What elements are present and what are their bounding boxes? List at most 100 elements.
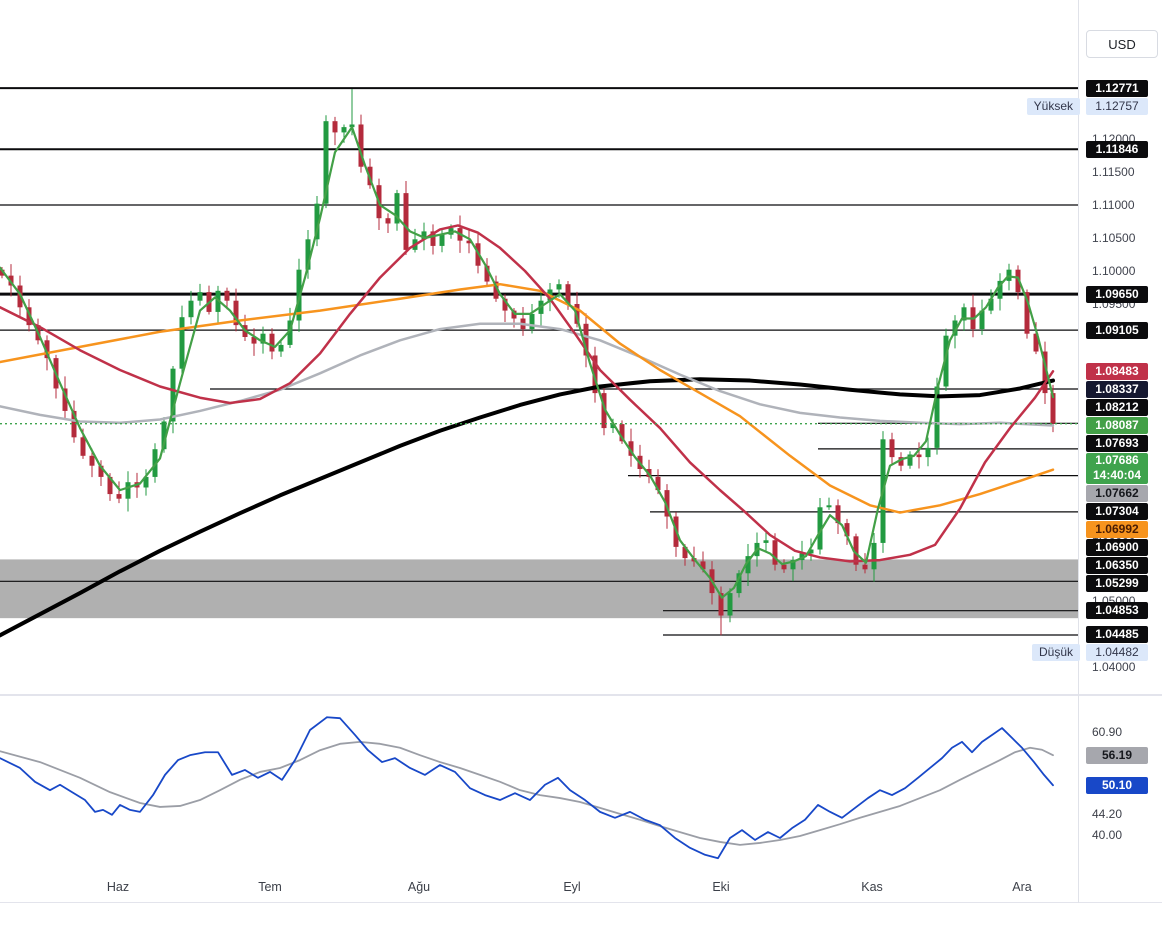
price-level-badge: 1.04853: [1086, 602, 1148, 620]
bottom-separator: [0, 902, 1162, 903]
rsi-axis-label: 40.00: [1092, 827, 1123, 842]
candle-up: [529, 304, 535, 334]
rsi-axis-label: 50.10: [1086, 776, 1148, 794]
ma-gray: [0, 322, 1055, 427]
candle-down: [484, 258, 490, 287]
candle-up: [763, 531, 769, 552]
candle-up: [727, 588, 733, 623]
time-axis-label[interactable]: Eki: [712, 880, 730, 894]
candle-down: [520, 306, 526, 336]
candle-down: [1015, 265, 1021, 300]
price-level-badge: 1.07693: [1086, 434, 1148, 452]
price-pane-canvas[interactable]: [0, 0, 1078, 695]
candle-down: [844, 518, 850, 545]
price-level-badge: 1.09650: [1086, 285, 1148, 303]
candle-down: [493, 275, 499, 302]
price-level-badge: 1.07304: [1086, 502, 1148, 520]
price-axis-tick: 1.11500: [1092, 164, 1135, 179]
time-axis-label[interactable]: Kas: [861, 880, 883, 894]
time-axis-label[interactable]: Tem: [258, 880, 282, 894]
candle-down: [889, 432, 895, 465]
candle-down: [466, 229, 472, 254]
ma-orange: [0, 282, 1055, 514]
countdown-timer: 14:40:04: [1092, 467, 1142, 482]
candle-down: [781, 559, 787, 573]
rsi-pane-canvas[interactable]: [0, 695, 1078, 903]
ma-red: [0, 224, 1055, 563]
support-zone: [0, 559, 1078, 619]
candle-up: [260, 326, 266, 354]
candle-up: [979, 299, 985, 335]
candle-down: [1042, 341, 1048, 405]
candle-up: [808, 538, 814, 561]
candle-up: [871, 533, 877, 582]
candle-up: [988, 289, 994, 315]
price-level-badge: 1.12757: [1086, 97, 1148, 115]
candle-up: [790, 556, 796, 582]
candle-up: [961, 303, 967, 331]
price-level-badge: 1.05299: [1086, 574, 1148, 592]
price-level-badge: 1.07662: [1086, 484, 1148, 502]
candle-down: [430, 224, 436, 255]
visible-low-tag: Düşük: [1031, 644, 1080, 662]
price-level-badge: 1.12771: [1086, 79, 1148, 97]
price-level-badge: 1.11846: [1086, 140, 1148, 158]
candle-up: [736, 570, 742, 598]
price-level-badge: 1.09105: [1086, 321, 1148, 339]
price-level-badge: 1.06900: [1086, 538, 1148, 556]
price-level-badge: 1.08212: [1086, 398, 1148, 416]
candle-up: [143, 469, 149, 496]
candle-down: [601, 386, 607, 436]
candle-up: [215, 285, 221, 323]
candle-down: [583, 313, 589, 368]
price-axis-tick: 1.10500: [1092, 230, 1136, 245]
candle-up: [907, 451, 913, 469]
time-axis-label[interactable]: Ağu: [407, 880, 431, 894]
pane-separator[interactable]: [0, 694, 1162, 696]
candle-down: [385, 213, 391, 234]
rsi-axis-label: 56.19: [1086, 746, 1148, 764]
ma-green: [0, 126, 1055, 599]
candle-up: [188, 290, 194, 325]
candle-down: [332, 116, 338, 146]
candle-up: [997, 273, 1003, 311]
price-axis-tick: 1.10000: [1092, 263, 1136, 278]
time-axis-label[interactable]: Haz: [106, 880, 130, 894]
candle-down: [835, 499, 841, 535]
candle-down: [233, 288, 239, 332]
candle-down: [358, 114, 364, 173]
candle-down: [916, 442, 922, 469]
candle-down: [970, 294, 976, 338]
price-level-badge: 1.06350: [1086, 556, 1148, 574]
candle-down: [403, 181, 409, 255]
rsi-axis-label: 44.20: [1092, 806, 1123, 821]
ma-black: [0, 377, 1055, 638]
current-price-badge: 1.07686 14:40:04: [1086, 452, 1148, 484]
time-axis-label[interactable]: Eyl: [563, 880, 581, 894]
candle-down: [89, 448, 95, 478]
candle-up: [439, 229, 445, 253]
rsi-blue: [0, 716, 1054, 860]
price-level-badge: 1.08337: [1086, 380, 1148, 398]
candle-up: [314, 196, 320, 247]
candle-up: [394, 189, 400, 231]
candle-up: [745, 544, 751, 587]
candle-down: [592, 346, 598, 403]
price-axis-border: [1078, 0, 1079, 903]
candle-down: [628, 428, 634, 467]
rsi-signal-gray: [0, 740, 1054, 846]
visible-high-tag: Yüksek: [1026, 97, 1080, 115]
candle-down: [62, 376, 68, 419]
candle-up: [538, 292, 544, 327]
candle-up: [817, 497, 823, 555]
candle-up: [278, 341, 284, 357]
candle-up: [125, 471, 131, 512]
price-level-badge: 1.08483: [1086, 362, 1148, 380]
candle-down: [251, 328, 257, 356]
price-axis-tick: 1.04000: [1092, 659, 1136, 674]
currency-button[interactable]: USD: [1086, 30, 1158, 58]
candle-down: [98, 460, 104, 486]
time-axis-label[interactable]: Ara: [1012, 880, 1032, 894]
candle-up: [305, 230, 311, 279]
